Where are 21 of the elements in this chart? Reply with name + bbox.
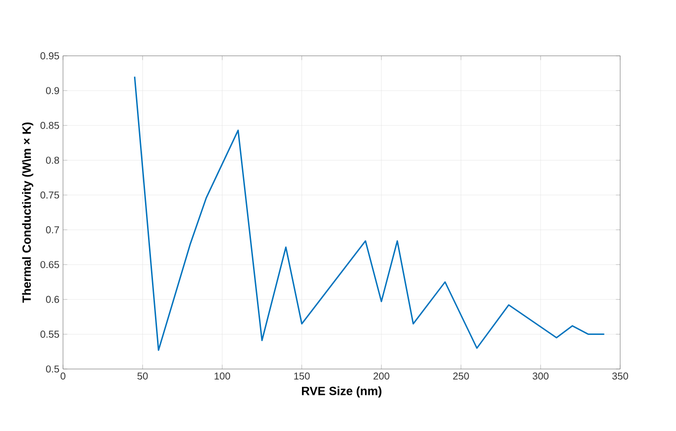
y-tick-label: 0.65 bbox=[40, 261, 60, 268]
y-tick-label: 0.75 bbox=[40, 191, 60, 199]
line-series bbox=[134, 76, 605, 351]
x-tick-label: 100 bbox=[214, 372, 230, 380]
x-tick-label: 50 bbox=[137, 372, 148, 380]
x-tick-label: 250 bbox=[453, 372, 469, 380]
y-tick-label: 0.5 bbox=[46, 365, 60, 373]
y-tick-label: 0.6 bbox=[46, 296, 60, 303]
y-tick-label: 0.8 bbox=[46, 156, 60, 164]
y-tick-label: 0.85 bbox=[40, 122, 60, 129]
x-tick-label: 350 bbox=[612, 372, 628, 380]
x-axis-title: RVE Size (nm) bbox=[302, 386, 382, 398]
x-tick-label: 0 bbox=[60, 372, 66, 380]
y-tick-label: 0.7 bbox=[46, 226, 59, 234]
y-tick-label: 0.95 bbox=[40, 52, 60, 60]
y-tick-label: 0.9 bbox=[46, 87, 60, 94]
x-tick-label: 200 bbox=[374, 372, 390, 380]
y-axis-title: Thermal Conductivity (W\m × K) bbox=[22, 122, 34, 303]
x-tick-label: 300 bbox=[532, 372, 548, 380]
x-tick-label: 150 bbox=[294, 372, 310, 380]
y-tick-label: 0.55 bbox=[40, 330, 60, 338]
